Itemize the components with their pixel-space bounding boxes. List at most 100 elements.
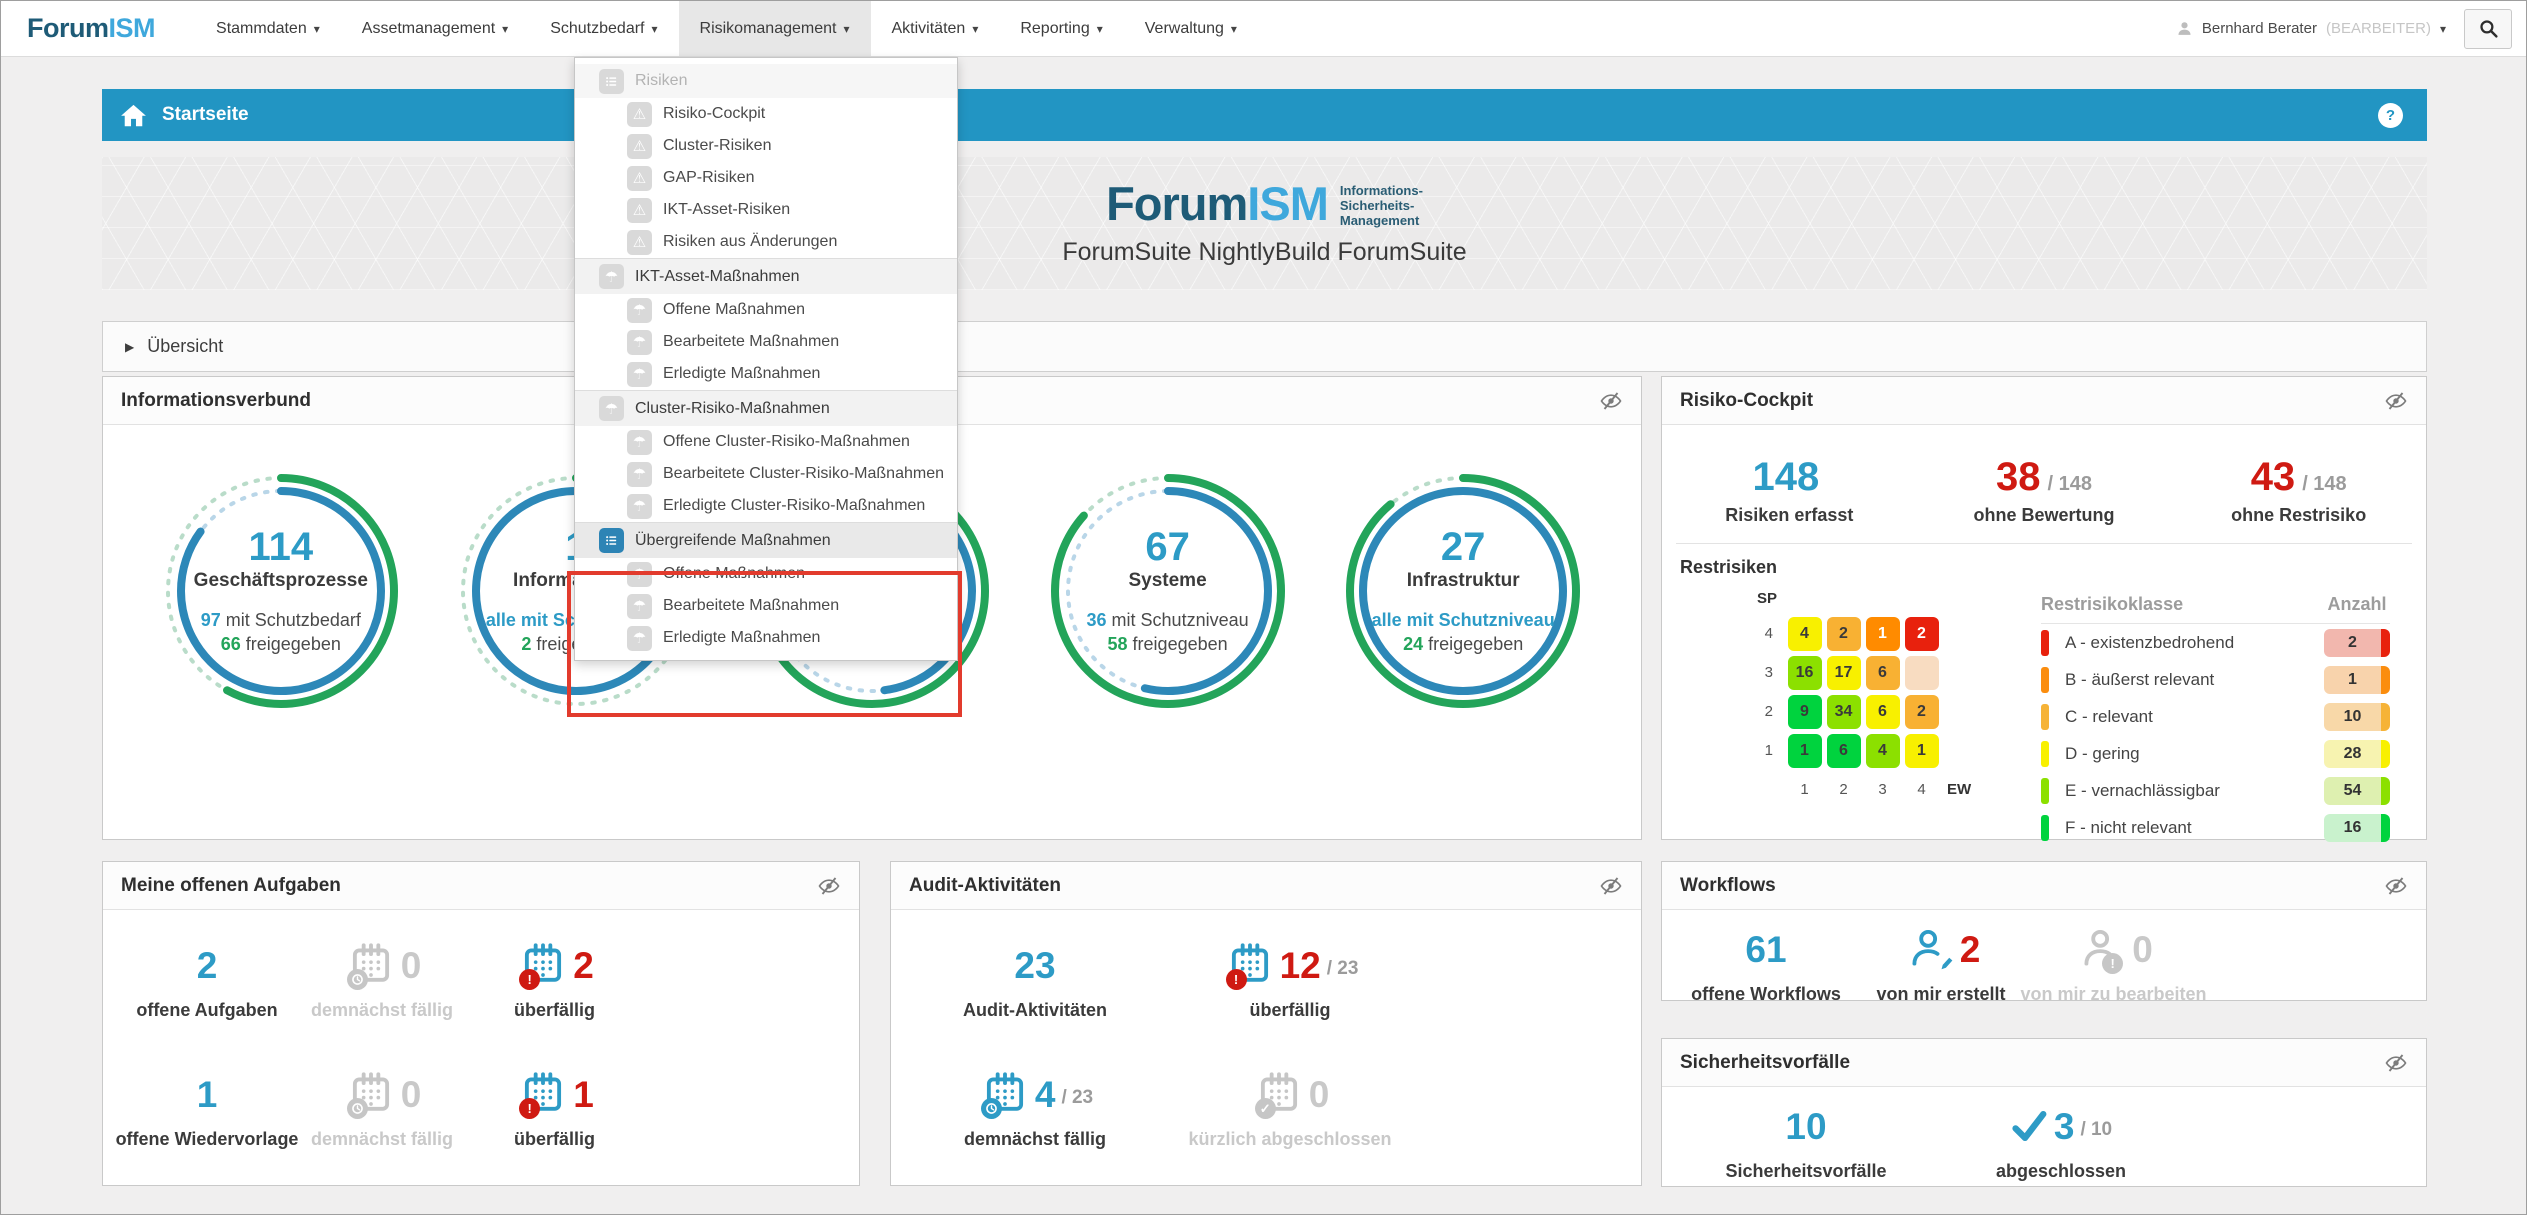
- legend-row: D - gering 28: [2041, 735, 2390, 772]
- card-title: Workflows: [1680, 874, 1776, 896]
- menu-item-label: Erledigte Cluster-Risiko-Maßnahmen: [663, 497, 926, 514]
- menu-item-cluster-risiken[interactable]: ⚠ Cluster-Risiken: [575, 130, 957, 162]
- kpi-offene-aufgaben[interactable]: 2 offene Aufgaben: [117, 934, 297, 1021]
- menu-item-offene-massnahmen[interactable]: ☂ Offene Maßnahmen: [575, 294, 957, 326]
- legend-row: B - äußerst relevant 1: [2041, 661, 2390, 698]
- help-button[interactable]: ?: [2378, 102, 2403, 128]
- kpi-von-mir-zu-bearbeiten[interactable]: ! 0 von mir zu bearbeiten: [2020, 918, 2206, 1005]
- kpi-demnaechst-faellig[interactable]: 0 demnächst fällig: [297, 934, 467, 1021]
- nav-item-aktivitaeten[interactable]: Aktivitäten ▾: [871, 1, 1000, 56]
- stat-risiken-erfasst[interactable]: 148 Risiken erfasst: [1662, 439, 1917, 543]
- kpi-demnaechst-faellig[interactable]: 4 / 23 demnächst fällig: [905, 1063, 1165, 1150]
- home-icon[interactable]: [120, 102, 147, 129]
- kpi-label: überfällig: [1249, 1000, 1331, 1020]
- banner-logo: ForumISM Informations- Sicherheits- Manage…: [1106, 180, 1423, 229]
- kpi-ueberfaellig[interactable]: ! 12 / 23 überfällig: [1165, 934, 1415, 1021]
- risk-matrix-cell[interactable]: 16: [1787, 655, 1822, 690]
- kpi-von-mir-erstellt[interactable]: 2 von mir erstellt: [1856, 918, 2026, 1005]
- brand-logo[interactable]: Forum ISM: [1, 1, 195, 56]
- legend-label: A - existenzbedrohend: [2065, 632, 2235, 652]
- card-risiko-cockpit: Risiko-Cockpit 148 Risiken erfasst 38 / 1…: [1661, 376, 2427, 842]
- menu-item-erledigte-massnahmen[interactable]: ☂ Erledigte Maßnahmen: [575, 622, 957, 654]
- kpi-audit-aktivitaeten[interactable]: 23 Audit-Aktivitäten: [905, 934, 1165, 1021]
- kpi-circle-infrastruktur[interactable]: 27 Infrastruktur alle mit Schutzniveau 2…: [1342, 470, 1584, 712]
- risk-matrix-cell[interactable]: 2: [1904, 616, 1939, 651]
- menu-item-bearbeitete-cluster-risiko-massnahmen[interactable]: ☂ Bearbeitete Cluster-Risiko-Maßnahmen: [575, 458, 957, 490]
- risk-warning-icon: ⚠: [627, 101, 652, 127]
- chevron-down-icon: ▾: [1230, 21, 1237, 36]
- risk-matrix-cell[interactable]: 4: [1787, 616, 1822, 651]
- menu-section-uebergreifende-massnahmen[interactable]: Übergreifende Maßnahmen: [575, 522, 957, 558]
- menu-item-offene-massnahmen[interactable]: ☂ Offene Maßnahmen: [575, 558, 957, 590]
- circle-value: 27: [1440, 524, 1486, 569]
- nav-item-verwaltung[interactable]: Verwaltung ▾: [1124, 1, 1258, 56]
- kpi-value: 4: [1034, 1073, 1056, 1115]
- hide-widget-icon[interactable]: [2384, 389, 2408, 413]
- stat-ohne-bewertung[interactable]: 38 / 148 ohne Bewertung: [1917, 439, 2172, 543]
- menu-section-cluster-risiko-massnahmen[interactable]: ☂ Cluster-Risiko-Maßnahmen: [575, 390, 957, 426]
- overview-toggle[interactable]: ▶ Übersicht: [102, 321, 2427, 372]
- nav-item-stammdaten[interactable]: Stammdaten ▾: [195, 1, 341, 56]
- menu-item-offene-cluster-risiko-massnahmen[interactable]: ☂ Offene Cluster-Risiko-Maßnahmen: [575, 426, 957, 458]
- risk-matrix-cell[interactable]: 1: [1787, 733, 1822, 768]
- calendar-alert-icon: !: [515, 939, 567, 991]
- nav-item-risikomanagement[interactable]: Risikomanagement ▾: [678, 1, 871, 56]
- kpi-offene-workflows[interactable]: 61 offene Workflows: [1676, 918, 1856, 1005]
- risk-matrix-cell[interactable]: 34: [1826, 694, 1861, 729]
- stat-ohne-restrisiko[interactable]: 43 / 148 ohne Restrisiko: [2171, 439, 2426, 543]
- menu-item-ikt-asset-risiken[interactable]: ⚠ IKT-Asset-Risiken: [575, 194, 957, 226]
- chevron-down-icon: ▾: [972, 21, 979, 36]
- risk-warning-icon: ⚠: [627, 165, 652, 191]
- kpi-offene-wiedervorlage[interactable]: 1 offene Wiedervorlage: [116, 1063, 299, 1150]
- kpi-ueberfaellig[interactable]: ! 1 überfällig: [467, 1063, 642, 1150]
- kpi-abgeschlossen[interactable]: 3 / 10 abgeschlossen: [1936, 1095, 2186, 1182]
- kpi-circle-systeme[interactable]: 67 Systeme 36 mit Schutzniveau 58 freige…: [1047, 470, 1289, 712]
- kpi-sicherheitsvorfaelle[interactable]: 10 Sicherheitsvorfälle: [1676, 1095, 1936, 1182]
- nav-item-assetmanagement[interactable]: Assetmanagement ▾: [341, 1, 529, 56]
- kpi-demnaechst-faellig[interactable]: 0 demnächst fällig: [297, 1063, 467, 1150]
- risk-matrix-cell[interactable]: 17: [1826, 655, 1861, 690]
- risk-matrix-cell[interactable]: 2: [1826, 616, 1861, 651]
- risk-matrix-cell[interactable]: 6: [1826, 733, 1861, 768]
- kpi-kuerzlich-abgeschlossen[interactable]: ✓ 0 kürzlich abgeschlossen: [1165, 1063, 1415, 1150]
- nav-item-schutzbedarf[interactable]: Schutzbedarf ▾: [529, 1, 678, 56]
- umbrella-icon: ☂: [627, 461, 652, 487]
- risk-matrix-cell[interactable]: 2: [1904, 694, 1939, 729]
- hide-widget-icon[interactable]: [2384, 874, 2408, 898]
- hide-widget-icon[interactable]: [2384, 1051, 2408, 1075]
- hide-widget-icon[interactable]: [817, 874, 841, 898]
- user-menu[interactable]: Bernhard Berater (BEARBEITER) ▾: [2158, 1, 2464, 56]
- risk-matrix-cell[interactable]: [1904, 655, 1939, 690]
- umbrella-icon: ☂: [627, 593, 652, 619]
- kpi-circle-geschaeftsprozesse[interactable]: 114 Geschäftsprozesse 97 mit Schutzbedar…: [160, 470, 402, 712]
- nav-item-reporting[interactable]: Reporting ▾: [999, 1, 1123, 56]
- menu-item-gap-risiken[interactable]: ⚠ GAP-Risiken: [575, 162, 957, 194]
- chevron-down-icon: ▾: [313, 21, 320, 36]
- menu-section-ikt-asset-massnahmen[interactable]: ☂ IKT-Asset-Maßnahmen: [575, 258, 957, 294]
- brand-part-2: ISM: [108, 13, 156, 43]
- hide-widget-icon[interactable]: [1599, 389, 1623, 413]
- calendar-alert-icon: !: [1222, 939, 1274, 991]
- risk-matrix-cell[interactable]: 4: [1865, 733, 1900, 768]
- risk-matrix-cell[interactable]: 1: [1865, 616, 1900, 651]
- risk-matrix-cell[interactable]: 1: [1904, 733, 1939, 768]
- search-button[interactable]: [2464, 8, 2512, 49]
- menu-item-erledigte-massnahmen[interactable]: ☂ Erledigte Maßnahmen: [575, 358, 957, 390]
- menu-item-bearbeitete-massnahmen[interactable]: ☂ Bearbeitete Maßnahmen: [575, 326, 957, 358]
- hide-widget-icon[interactable]: [1599, 874, 1623, 898]
- list-icon: [599, 68, 624, 94]
- search-icon: [2478, 18, 2499, 39]
- kpi-value: 61: [1745, 928, 1787, 970]
- risk-matrix-cell[interactable]: 9: [1787, 694, 1822, 729]
- menu-item-bearbeitete-massnahmen[interactable]: ☂ Bearbeitete Maßnahmen: [575, 590, 957, 622]
- kpi-label: abgeschlossen: [1995, 1161, 2127, 1181]
- caret-right-icon: ▶: [125, 339, 135, 354]
- risk-matrix-cell[interactable]: 6: [1865, 694, 1900, 729]
- menu-item-erledigte-cluster-risiko-massnahmen[interactable]: ☂ Erledigte Cluster-Risiko-Maßnahmen: [575, 490, 957, 522]
- menu-item-risiko-cockpit[interactable]: ⚠ Risiko-Cockpit: [575, 98, 957, 130]
- menu-item-risiken-aus-aenderungen[interactable]: ⚠ Risiken aus Änderungen: [575, 226, 957, 258]
- kpi-ueberfaellig[interactable]: ! 2 überfällig: [467, 934, 642, 1021]
- kpi-value: 2: [573, 944, 594, 986]
- legend-row: F - nicht relevant 16: [2041, 809, 2390, 846]
- risk-matrix-cell[interactable]: 6: [1865, 655, 1900, 690]
